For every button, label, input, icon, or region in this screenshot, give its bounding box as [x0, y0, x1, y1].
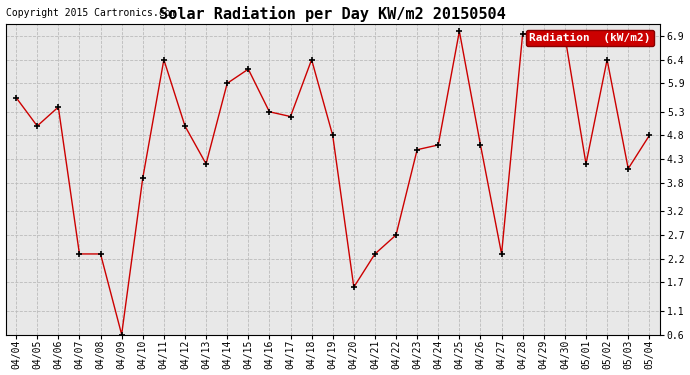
- Text: Copyright 2015 Cartronics.com: Copyright 2015 Cartronics.com: [6, 8, 176, 18]
- Title: Solar Radiation per Day KW/m2 20150504: Solar Radiation per Day KW/m2 20150504: [159, 6, 506, 21]
- Legend: Radiation  (kW/m2): Radiation (kW/m2): [526, 30, 654, 46]
